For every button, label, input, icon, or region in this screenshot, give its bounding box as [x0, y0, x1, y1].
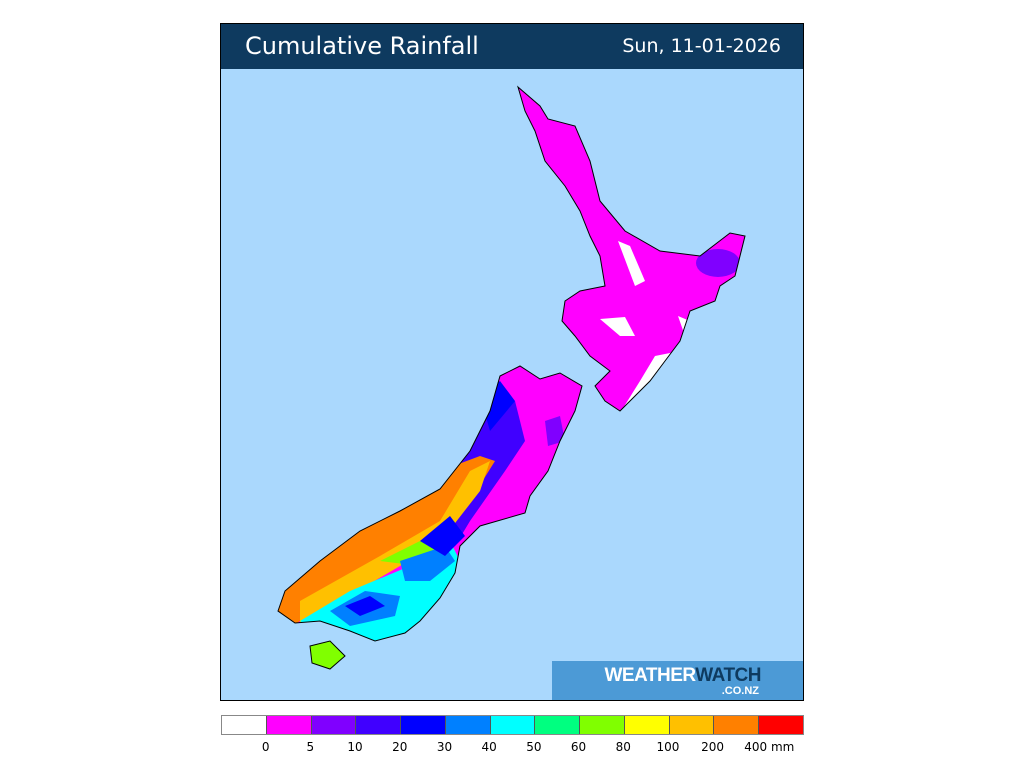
legend-label: 200 [701, 740, 725, 754]
legend-swatch [266, 716, 312, 734]
legend-swatch [222, 716, 267, 734]
map-frame: Cumulative Rainfall Sun, 11-01-2026 WEAT… [220, 23, 804, 701]
weatherwatch-logo: WEATHERWATCH .CO.NZ [552, 661, 803, 700]
legend-swatch [401, 716, 446, 734]
legend-swatch [669, 716, 715, 734]
legend-swatch [356, 716, 402, 734]
legend-label: 0 [261, 740, 270, 754]
legend-label: 20 [392, 740, 408, 754]
legend-swatch [445, 716, 491, 734]
legend-label: 10 [347, 740, 363, 754]
legend-swatch [624, 716, 670, 734]
header: Cumulative Rainfall Sun, 11-01-2026 [221, 24, 803, 69]
legend-label: 80 [615, 740, 631, 754]
legend-label: 100 [656, 740, 680, 754]
rainfall-legend [221, 715, 804, 735]
stewart-island [309, 640, 346, 670]
legend-label: 5 [306, 740, 315, 754]
north-island [517, 85, 746, 412]
legend-label: 400 mm [744, 740, 795, 754]
legend-swatch [490, 716, 536, 734]
legend-swatch [714, 716, 760, 734]
legend-label: 60 [570, 740, 587, 754]
legend-label: 30 [436, 740, 453, 754]
legend-swatch [759, 716, 803, 734]
forecast-date: Sun, 11-01-2026 [622, 35, 781, 57]
legend-swatch [535, 716, 581, 734]
page-title: Cumulative Rainfall [245, 32, 479, 60]
legend-swatch [580, 716, 625, 734]
legend-swatch [311, 716, 357, 734]
legend-label: 40 [481, 740, 497, 754]
rainfall-map [277, 85, 746, 670]
legend-label: 50 [526, 740, 542, 754]
legend-labels: 0 5 10 20 30 40 50 60 80 100 200 400 mm [221, 740, 821, 756]
south-island [277, 365, 583, 670]
